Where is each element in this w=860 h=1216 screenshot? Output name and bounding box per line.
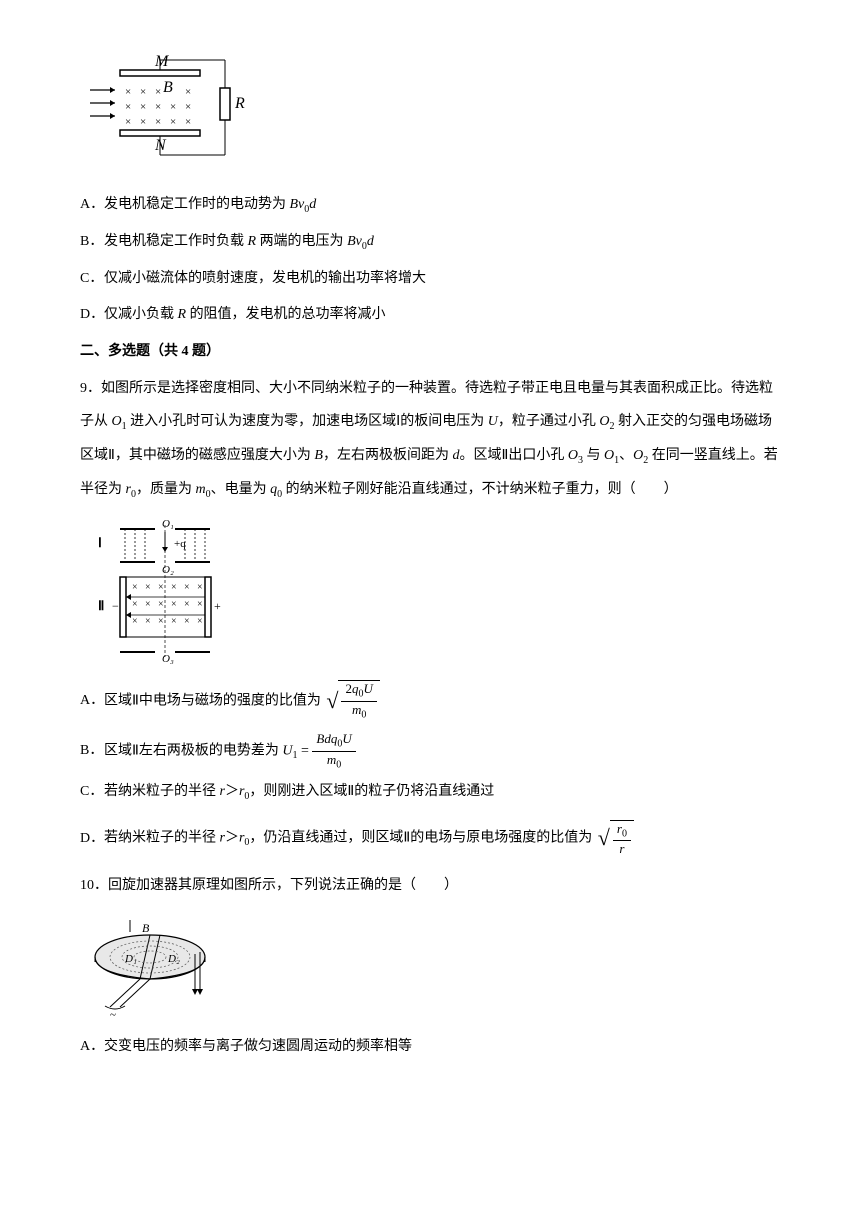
q9-a-text: 区域Ⅱ中电场与磁场的强度的比值为 (104, 693, 321, 708)
svg-text:×: × (155, 86, 161, 98)
svg-text:×: × (125, 101, 131, 113)
svg-text:O₂: O₂ (162, 564, 174, 576)
svg-text:×: × (184, 599, 190, 610)
q9-c-text: 若纳米粒子的半径 (104, 784, 216, 799)
q9-stem-6: 。区域Ⅱ出口小孔 (459, 448, 564, 463)
svg-text:Ⅰ: Ⅰ (98, 535, 102, 550)
figure-cyclotron: D₁ D₂ B ~ (80, 912, 780, 1022)
q8-option-b: B．发电机稳定工作时负载 R 两端的电压为 Bv0d (80, 227, 780, 258)
svg-text:×: × (170, 116, 176, 128)
q9-b-text: 区域Ⅱ左右两极板的电势差为 (104, 743, 279, 758)
svg-text:×: × (158, 599, 164, 610)
q8-b-text2: 两端的电压为 (260, 234, 344, 249)
q8-option-d: D．仅减小负载 R 的阻值，发电机的总功率将减小 (80, 300, 780, 331)
svg-text:×: × (171, 616, 177, 627)
svg-text:−: − (112, 599, 119, 613)
svg-text:Ⅱ: Ⅱ (98, 598, 104, 613)
q10-option-a: A．交变电压的频率与离子做匀速圆周运动的频率相等 (80, 1032, 780, 1063)
q8-b-text: 发电机稳定工作时负载 (104, 234, 244, 249)
q8-d-text2: 的阻值，发电机的总功率将减小 (190, 307, 386, 322)
svg-text:B: B (142, 921, 150, 935)
q9-stem-7: 与 (586, 448, 600, 463)
svg-text:×: × (184, 582, 190, 593)
svg-text:×: × (132, 616, 138, 627)
svg-text:×: × (158, 616, 164, 627)
svg-text:×: × (145, 599, 151, 610)
svg-text:×: × (171, 599, 177, 610)
q8-a-text: 发电机稳定工作时的电动势为 (104, 197, 286, 212)
section-2-header: 二、多选题（共 4 题） (80, 339, 780, 366)
q8-option-c: C．仅减小磁流体的喷射速度，发电机的输出功率将增大 (80, 264, 780, 295)
svg-text:×: × (197, 582, 203, 593)
svg-text:~: ~ (110, 1009, 116, 1021)
svg-text:+: + (214, 599, 221, 613)
svg-text:×: × (140, 116, 146, 128)
svg-text:×: × (132, 582, 138, 593)
svg-text:×: × (145, 582, 151, 593)
svg-text:×: × (185, 86, 191, 98)
q9-d-text: 若纳米粒子的半径 (104, 831, 216, 846)
q9-stem: 9．如图所示是选择密度相同、大小不同纳米粒子的一种装置。待选粒子带正电且电量与其… (80, 372, 780, 507)
q9-option-d: D．若纳米粒子的半径 r＞r0，仍沿直线通过，则区域Ⅱ的电场与原电场强度的比值为… (80, 814, 780, 862)
svg-text:×: × (125, 116, 131, 128)
svg-text:B: B (163, 79, 173, 96)
svg-text:×: × (185, 101, 191, 113)
q8-option-a: A．发电机稳定工作时的电动势为 Bv0d (80, 190, 780, 221)
svg-text:D₁: D₁ (124, 953, 137, 965)
q10-a-text: 交变电压的频率与离子做匀速圆周运动的频率相等 (104, 1039, 412, 1054)
q9-option-b: B．区域Ⅱ左右两极板的电势差为 U1 = Bdq0Um0 (80, 731, 780, 771)
q9-stem-5: ，左右两极板间距为 (323, 448, 449, 463)
q8-d-text: 仅减小负载 (104, 307, 174, 322)
q10-stem: 10．回旋加速器其原理如图所示，下列说法正确的是（ ） (80, 869, 780, 903)
svg-text:×: × (197, 616, 203, 627)
q9-stem-11: 的纳米粒子刚好能沿直线通过，不计纳米粒子重力，则（ ） (286, 482, 678, 497)
svg-text:×: × (170, 101, 176, 113)
svg-text:×: × (171, 582, 177, 593)
svg-text:M: M (154, 53, 170, 70)
svg-text:×: × (155, 101, 161, 113)
svg-text:×: × (140, 86, 146, 98)
q9-stem-2: 进入小孔时可认为速度为零，加速电场区域Ⅰ的板间电压为 (130, 414, 484, 429)
q9-stem-10: 、电量为 (211, 482, 267, 497)
svg-text:R: R (234, 95, 245, 112)
q9-c-text2: ，则刚进入区域Ⅱ的粒子仍将沿直线通过 (249, 784, 494, 799)
svg-text:×: × (185, 116, 191, 128)
svg-text:+q: +q (174, 538, 186, 550)
svg-text:×: × (145, 616, 151, 627)
svg-text:O₁: O₁ (162, 518, 174, 530)
figure-selector: O₁ O₂ +q Ⅰ × × × × × × × × × × × × × × × × × × − + Ⅱ O₃ (80, 517, 780, 667)
svg-text:×: × (125, 86, 131, 98)
svg-text:O₃: O₃ (162, 653, 174, 665)
q9-option-a: A．区域Ⅱ中电场与磁场的强度的比值为 √2q0Um0 (80, 677, 780, 725)
figure-generator: M N B R ×××× ××××× ××××× (80, 50, 780, 180)
q8-c-text: 仅减小磁流体的喷射速度，发电机的输出功率将增大 (104, 271, 426, 286)
svg-text:D₂: D₂ (167, 953, 180, 965)
q9-stem-9: ，质量为 (136, 482, 192, 497)
q9-stem-3: ，粒子通过小孔 (498, 414, 596, 429)
svg-text:×: × (197, 599, 203, 610)
svg-text:×: × (140, 101, 146, 113)
q9-option-c: C．若纳米粒子的半径 r＞r0，则刚进入区域Ⅱ的粒子仍将沿直线通过 (80, 777, 780, 808)
svg-text:×: × (155, 116, 161, 128)
svg-text:×: × (184, 616, 190, 627)
svg-text:×: × (158, 582, 164, 593)
q9-d-text2: ，仍沿直线通过，则区域Ⅱ的电场与原电场强度的比值为 (249, 831, 592, 846)
svg-text:×: × (132, 599, 138, 610)
